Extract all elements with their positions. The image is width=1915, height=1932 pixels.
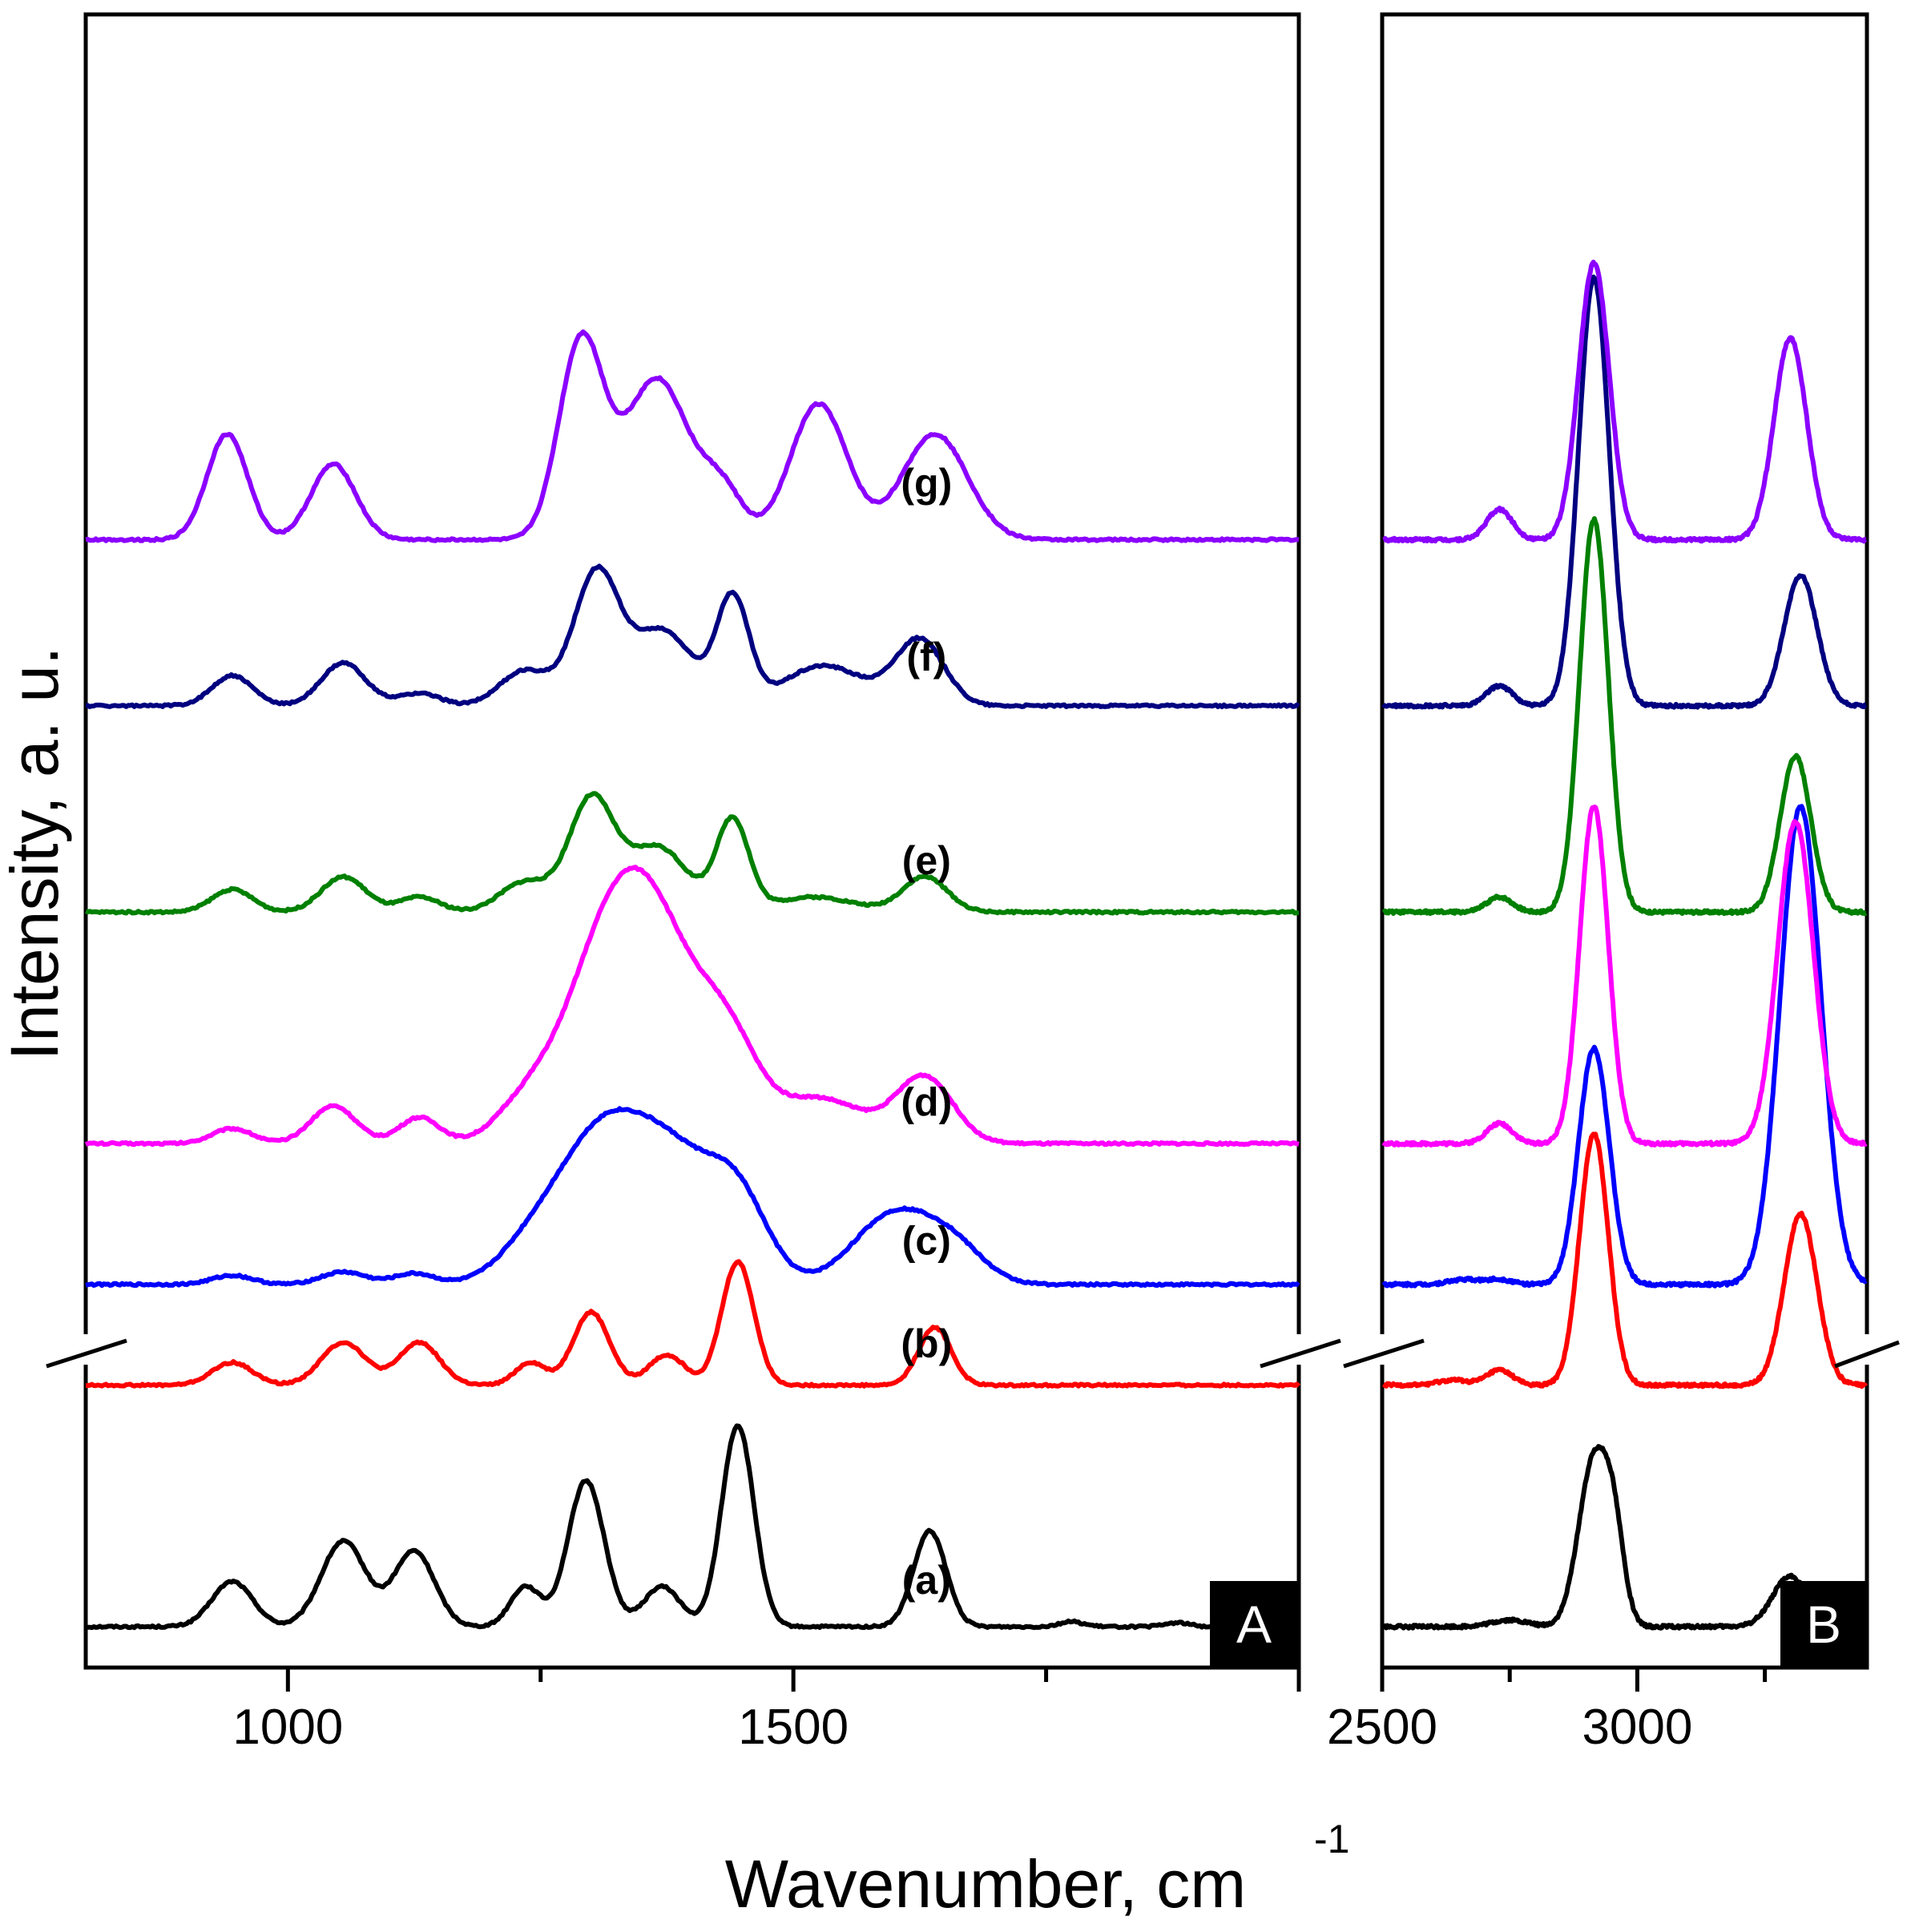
- panel-a-tag-box: [1210, 1581, 1299, 1668]
- series-3-line-panel-b: [1381, 805, 1868, 1148]
- series-2-line-panel-b: [1381, 804, 1868, 1289]
- axis-break: [46, 1334, 1900, 1369]
- series-2-label: (c): [902, 1218, 951, 1263]
- x-axis-title-superscript: -1: [1314, 1817, 1349, 1861]
- axis-break-mark-1: [46, 1338, 127, 1369]
- series-4-line-panel-b: [1381, 516, 1868, 917]
- series-4-line-panel-a: [85, 791, 1300, 916]
- ticks-layer: 1000 1500 2500 3000: [232, 1668, 1768, 1755]
- panel-b-tick-label-1: 3000: [1582, 1700, 1692, 1755]
- series-5-line-panel-b: [1381, 274, 1868, 710]
- panel-a-tick-label-0: 1000: [232, 1700, 343, 1755]
- series-2-line-panel-a: [85, 1106, 1300, 1289]
- panel-a-tick-label-1: 1500: [738, 1700, 849, 1755]
- panel-a-frame: [83, 12, 1301, 1670]
- axis-break-gap-mid-a: [1289, 1334, 1308, 1365]
- series-0-line-panel-a: [85, 1423, 1300, 1631]
- series-0-line-panel-b: [1381, 1444, 1868, 1631]
- axis-break-gap-left: [76, 1334, 95, 1365]
- series-5-line-panel-a: [85, 563, 1300, 709]
- series-1-line-panel-b: [1381, 1131, 1869, 1390]
- panel-b-frame: [1380, 12, 1869, 1670]
- axis-break-mark-5: [1834, 1340, 1900, 1369]
- series-5-label: (f): [906, 635, 946, 680]
- y-axis-title: Intensity, a. u.: [0, 647, 72, 1061]
- panel-b-tick-label-0: 2500: [1327, 1700, 1437, 1755]
- series-6-line-panel-a: [85, 329, 1300, 543]
- axis-break-mark-3: [1260, 1338, 1341, 1369]
- series-1-line-panel-a: [85, 1259, 1301, 1389]
- series-6-line-panel-b: [1381, 260, 1868, 544]
- series-3-label: (d): [901, 1080, 952, 1125]
- axis-break-mark-4: [1343, 1338, 1425, 1369]
- series-0-label: (a): [902, 1558, 951, 1603]
- series-1-label: (b): [901, 1321, 952, 1366]
- series-3-line-panel-a: [84, 865, 1300, 1148]
- panel-b-tag: B: [1806, 1595, 1841, 1654]
- x-axis-title: Wavenumber, cm: [725, 1846, 1246, 1922]
- panel-a-tag: A: [1236, 1595, 1272, 1654]
- panel-b-tag-box: [1780, 1581, 1867, 1668]
- series-4-label: (e): [902, 838, 951, 883]
- axis-break-gap-right: [1857, 1334, 1877, 1365]
- series-layer: (a) (b) (c) (d) (e) (f) (g): [84, 260, 1869, 1631]
- series-6-label: (g): [901, 461, 952, 506]
- axis-break-gap-mid-b: [1373, 1334, 1392, 1365]
